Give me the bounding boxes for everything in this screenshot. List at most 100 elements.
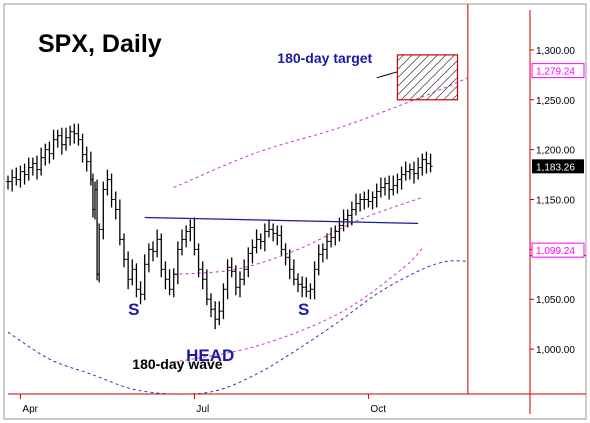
price-bar	[39, 147, 44, 176]
price-bar	[238, 271, 242, 298]
cycle-wave-line	[7, 260, 468, 395]
y-tick-label: 1,200.00	[536, 146, 575, 157]
price-bar	[80, 133, 85, 163]
y-tick-label: 1,150.00	[536, 196, 575, 207]
overlays-layer	[144, 54, 459, 224]
last-price-label: 1,183.26	[536, 162, 575, 173]
price-bar	[142, 254, 147, 301]
bands-layer	[7, 77, 469, 395]
price-bar	[354, 193, 358, 216]
level-label: 1,279.24	[536, 67, 575, 78]
price-bar	[333, 225, 338, 246]
price-bar	[175, 241, 180, 285]
x-tick-label: Apr	[22, 404, 38, 415]
level-label-box	[531, 63, 585, 79]
price-bar	[229, 257, 234, 278]
y-tick-label: 1,000.00	[536, 345, 575, 356]
price-bar	[18, 165, 23, 188]
price-bar	[320, 243, 325, 263]
price-bar	[399, 166, 404, 190]
target-pointer-line	[376, 71, 398, 79]
price-bar	[184, 225, 189, 248]
annotation-label: S	[128, 300, 139, 319]
price-bar	[14, 167, 19, 186]
price-bar	[304, 277, 309, 298]
price-bar	[308, 283, 313, 300]
y-tick-label: 1,050.00	[536, 295, 575, 306]
annotation-label: HEAD	[186, 346, 234, 365]
chart-title: SPX, Daily	[38, 30, 162, 58]
price-bar	[200, 261, 205, 290]
price-bar	[378, 177, 383, 198]
price-bar	[188, 219, 193, 242]
price-bar	[180, 229, 184, 256]
lower-band-line	[173, 248, 423, 363]
price-bar	[113, 191, 118, 220]
price-bar	[387, 175, 392, 200]
price-bar	[416, 157, 421, 180]
price-bar	[383, 177, 387, 196]
price-bar	[109, 173, 114, 208]
price-bar	[76, 123, 81, 146]
annotations-layer: S HEAD S 180-day target 180-day wave	[128, 50, 372, 372]
price-bar	[296, 273, 300, 293]
x-tick-label: Oct	[370, 404, 386, 415]
annotation-label: S	[298, 300, 309, 319]
x-tick-label: Jul	[196, 404, 209, 415]
price-bar	[424, 151, 429, 174]
price-bar	[146, 243, 151, 273]
price-bar	[134, 263, 139, 298]
price-bar	[258, 233, 263, 250]
price-bar	[395, 173, 400, 194]
price-bar	[291, 259, 296, 286]
price-bar	[64, 127, 68, 151]
price-bar	[105, 169, 110, 196]
price-bar	[391, 175, 396, 196]
price-bar	[275, 225, 280, 246]
price-bar	[407, 163, 412, 180]
price-bar	[35, 155, 39, 180]
price-bar	[345, 209, 350, 228]
neckline	[144, 216, 419, 224]
price-bar	[428, 153, 433, 173]
price-bar	[84, 146, 89, 172]
last-price-box	[532, 159, 584, 174]
price-bar	[420, 153, 425, 176]
price-bar	[316, 244, 321, 276]
price-bar	[242, 259, 247, 286]
price-layer	[6, 123, 433, 330]
price-bar	[163, 261, 168, 290]
upper-band-line	[173, 77, 469, 188]
price-bar	[196, 243, 201, 278]
price-bar	[271, 223, 276, 242]
price-bar	[155, 229, 160, 258]
price-bar	[167, 269, 172, 296]
price-bar	[254, 229, 259, 254]
mid-band-line	[173, 197, 423, 275]
price-bar	[246, 247, 251, 278]
price-bar	[30, 157, 35, 176]
price-bar	[358, 193, 363, 212]
y-tick-label: 1,250.00	[536, 96, 575, 107]
price-bar	[233, 265, 238, 296]
level-label: 1,099.24	[536, 246, 575, 257]
price-bar	[171, 268, 176, 298]
level-label-box	[531, 242, 585, 258]
annotation-label: 180-day target	[277, 50, 372, 66]
price-bar	[279, 225, 284, 256]
price-bar	[47, 141, 52, 164]
price-bar	[10, 169, 15, 192]
price-bar	[221, 283, 226, 320]
price-bar	[412, 161, 416, 184]
y-tick-label: 1,300.00	[536, 46, 575, 57]
price-bar	[283, 243, 288, 266]
target-zone-box	[396, 54, 459, 101]
annotation-label: 180-day wave	[132, 356, 222, 372]
price-bar	[329, 227, 334, 248]
price-bar	[151, 241, 155, 262]
price-bar	[370, 191, 375, 210]
price-bar	[159, 233, 164, 278]
price-bar	[55, 129, 60, 148]
price-bar	[209, 293, 213, 318]
